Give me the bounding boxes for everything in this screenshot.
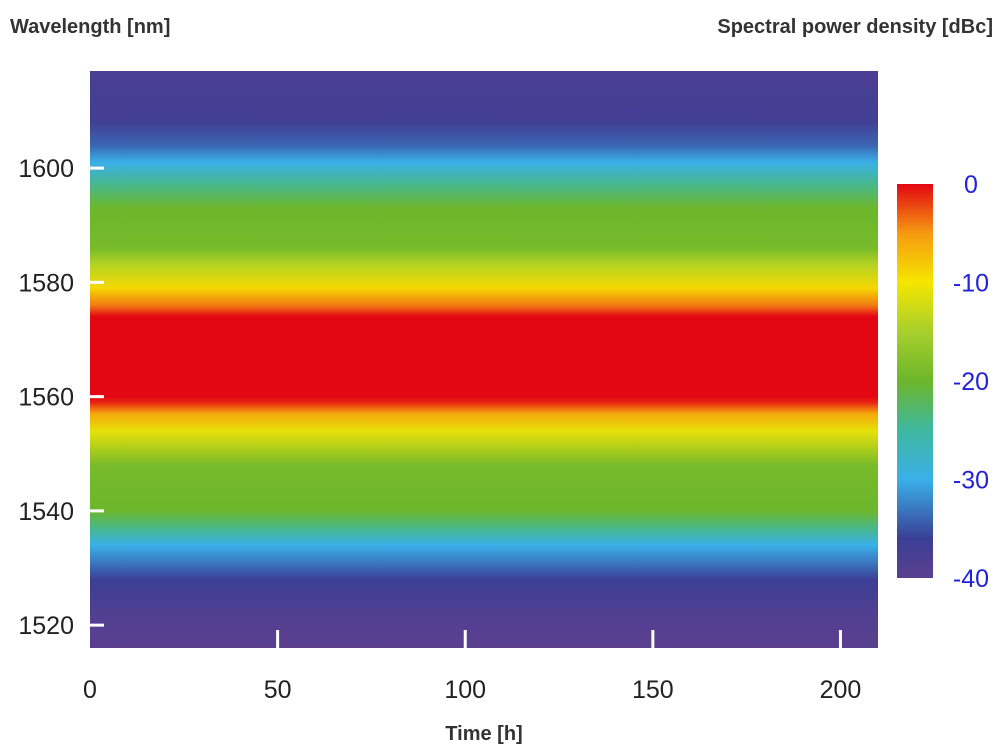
colorbar — [897, 184, 933, 578]
heatmap-area — [90, 71, 878, 648]
y-tick-label: 1600 — [18, 155, 74, 183]
colorbar-tick-label: -10 — [953, 270, 989, 298]
y-tick-label: 1540 — [18, 498, 74, 526]
ticks-layer: 1520 1540 1560 1580 1600 0 50 100 150 200 0 -10 -20 -… — [18, 155, 989, 704]
x-tick-label: 150 — [632, 676, 674, 704]
x-tick-label: 0 — [83, 676, 97, 704]
x-tick-label: 100 — [444, 676, 486, 704]
colorbar-tick-label: -20 — [953, 368, 989, 396]
colorbar-tick-label: -30 — [953, 467, 989, 495]
y-tick-label: 1560 — [18, 384, 74, 412]
colorbar-title: Spectral power density [dBc] — [717, 16, 993, 38]
x-tick-label: 50 — [264, 676, 292, 704]
colorbar-tick-label: -40 — [953, 565, 989, 593]
x-tick-label: 200 — [820, 676, 862, 704]
colorbar-tick-label: 0 — [964, 171, 978, 199]
y-tick-label: 1580 — [18, 269, 74, 297]
y-tick-label: 1520 — [18, 612, 74, 640]
y-axis-title: Wavelength [nm] — [10, 16, 171, 38]
x-axis-title: Time [h] — [445, 723, 523, 745]
